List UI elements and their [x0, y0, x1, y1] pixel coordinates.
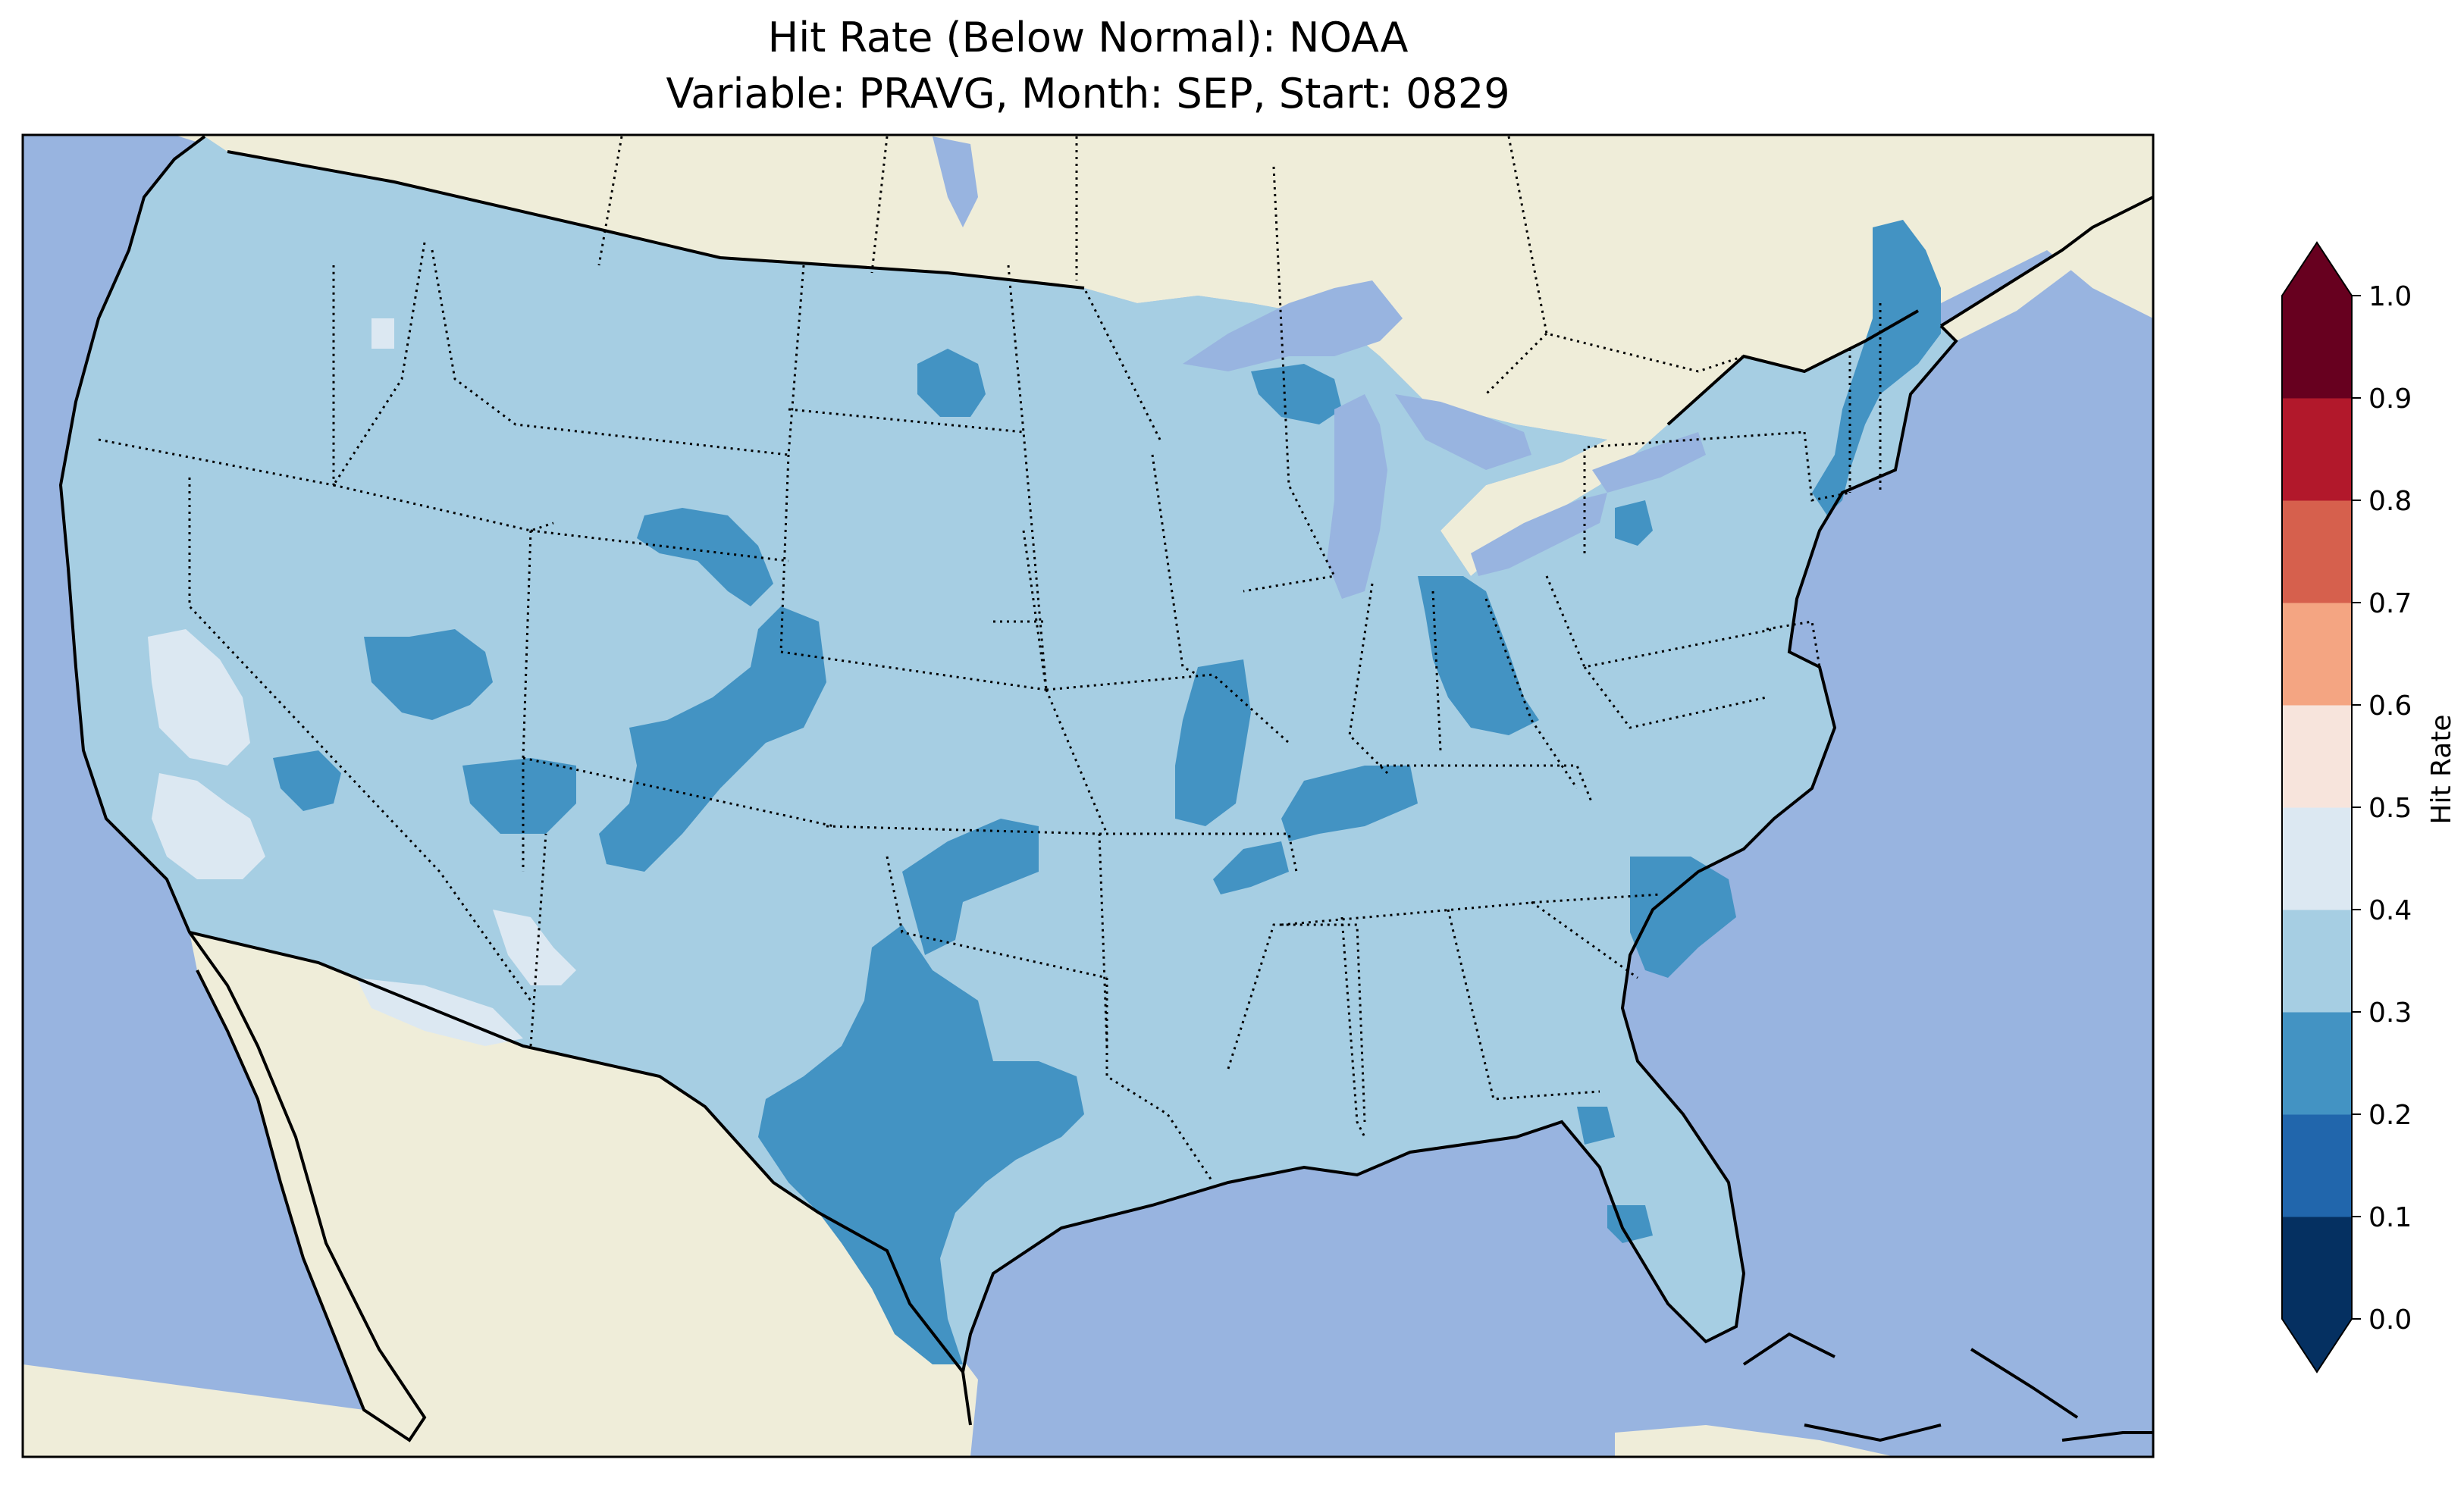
colorbar-tick-label: 0.0 — [2368, 1305, 2412, 1336]
colorbar-bin-0.8-0.9 — [2282, 398, 2352, 501]
hitrate-0.2-0.3-regions — [273, 220, 1941, 1364]
colorbar-extend-max — [2282, 243, 2352, 296]
colorbar-extend-min — [2282, 1319, 2352, 1372]
cuba-land — [1615, 1425, 1895, 1457]
colorbar-tick-label: 0.8 — [2368, 486, 2412, 517]
colorbar-bin-0.5-0.6 — [2282, 705, 2352, 808]
colorbar-bin-0.1-0.2 — [2282, 1114, 2352, 1217]
baja-peninsula — [190, 932, 425, 1440]
colorbar-bin-0-0.1 — [2282, 1217, 2352, 1320]
colorbar-tick-label: 0.5 — [2368, 793, 2412, 824]
colorbar-tick-label: 0.7 — [2368, 588, 2412, 619]
colorbar-tick-label: 0.4 — [2368, 895, 2412, 926]
colorbar: 0.0 0.1 0.2 0.3 0.4 0.5 0.6 0.7 0.8 0.9 1.0 — [2281, 241, 2412, 1373]
colorbar-bin-0.9-1 — [2282, 296, 2352, 399]
coastlines — [58, 135, 2154, 1442]
colorbar-tick-label: 0.9 — [2368, 384, 2412, 415]
colorbar-tick-label: 0.2 — [2368, 1100, 2412, 1131]
colorbar-bin-0.3-0.4 — [2282, 910, 2352, 1013]
colorbar-bin-0.6-0.7 — [2282, 603, 2352, 706]
map-frame — [21, 133, 2155, 1458]
colorbar-bin-0.2-0.3 — [2282, 1012, 2352, 1115]
nova-scotia-land — [1941, 250, 2077, 341]
colorbar-bin-0.4-0.5 — [2282, 807, 2352, 910]
colorbar-label: Hit Rate — [2426, 714, 2457, 824]
mexico-land — [23, 932, 978, 1457]
colorbar-tick-label: 0.1 — [2368, 1202, 2412, 1233]
great-lakes — [933, 136, 1706, 599]
map-subtitle: Variable: PRAVG, Month: SEP, Start: 0829 — [666, 70, 1510, 117]
state-borders — [98, 136, 1882, 1183]
colorbar-tick-label: 0.3 — [2368, 998, 2412, 1029]
colorbar-tick-label: 0.6 — [2368, 691, 2412, 722]
colorbar-bin-0.7-0.8 — [2282, 500, 2352, 603]
colorbar-tick-label: 1.0 — [2368, 281, 2412, 312]
map-title: Hit Rate (Below Normal): NOAA — [767, 14, 1409, 61]
